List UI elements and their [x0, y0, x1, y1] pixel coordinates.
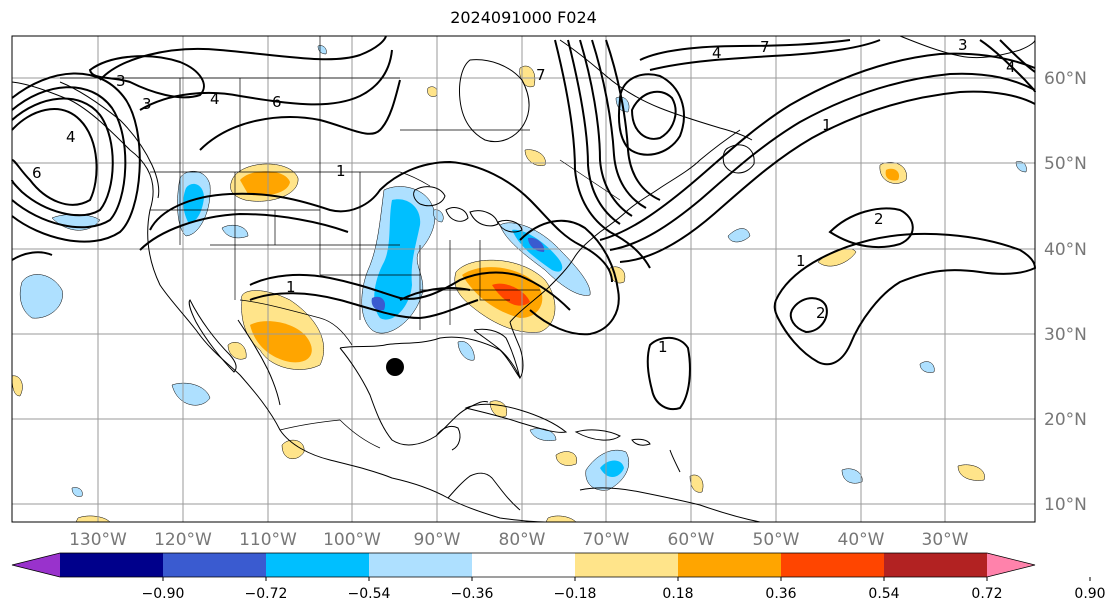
colorbar-tick-label: 0.36	[765, 586, 796, 602]
contour-label: 1	[286, 278, 296, 296]
colorbar-tick-label: 0.72	[971, 586, 1002, 602]
lat-label: 30°N	[1044, 325, 1087, 345]
colorbar-extend-max	[987, 553, 1035, 577]
colorbar-swatch	[678, 553, 782, 577]
contour-label: 1	[822, 116, 832, 134]
contour-label: 1	[796, 252, 806, 270]
colorbar-swatch	[575, 553, 679, 577]
latitude-labels: 60°N 50°N 40°N 30°N 20°N 10°N	[1044, 69, 1087, 515]
coastlines	[11, 35, 1036, 523]
lon-label: 80°W	[499, 530, 546, 550]
contour-label: 3	[958, 36, 968, 54]
lon-label: 70°W	[583, 530, 630, 550]
longitude-labels: 130°W 120°W 110°W 100°W 90°W 80°W 70°W 6…	[69, 530, 969, 550]
contours	[11, 35, 1037, 410]
colorbar: −0.90 −0.72 −0.54 −0.36 −0.18 0.18 0.36 0.54 0.7…	[11, 552, 1105, 602]
lon-label: 130°W	[69, 530, 127, 550]
lat-label: 60°N	[1044, 69, 1087, 89]
map-frame	[11, 35, 1036, 523]
colorbar-tick-label: 0.90	[1074, 586, 1105, 602]
contour-label: 4	[210, 90, 220, 108]
colorbar-tick-label: 0.54	[868, 586, 899, 602]
contour-label: 3	[116, 72, 126, 90]
colorbar-tick-label: −0.54	[348, 586, 391, 602]
contour-label: 2	[816, 304, 826, 322]
colorbar-extend-min	[12, 553, 60, 577]
colorbar-swatch	[163, 553, 267, 577]
map-title: 2024091000 F024	[450, 8, 597, 27]
colorbar-outline	[11, 552, 1036, 578]
lat-label: 50°N	[1044, 154, 1087, 174]
lon-label: 100°W	[323, 530, 381, 550]
lon-label: 90°W	[414, 530, 461, 550]
lat-label: 20°N	[1044, 410, 1087, 430]
contour-label: 2	[874, 210, 884, 228]
colorbar-swatch	[884, 553, 988, 577]
storm-center-marker	[386, 358, 404, 376]
contour-label: 6	[272, 93, 282, 111]
contour-label: 4	[712, 44, 722, 62]
colorbar-swatch	[266, 553, 370, 577]
contour-label: 7	[760, 38, 770, 56]
colorbar-swatch	[781, 553, 885, 577]
colorbar-tick-label: −0.90	[142, 586, 185, 602]
colorbar-tick-label: −0.72	[245, 586, 288, 602]
colorbar-tick-label: −0.18	[554, 586, 597, 602]
colorbar-tick-label: 0.18	[662, 586, 693, 602]
lon-label: 30°W	[922, 530, 969, 550]
lon-label: 40°W	[838, 530, 885, 550]
contour-label: 3	[142, 95, 152, 113]
contour-label: 7	[536, 66, 546, 84]
contour-label: 1	[658, 338, 668, 356]
lon-label: 110°W	[239, 530, 297, 550]
lon-label: 50°W	[753, 530, 800, 550]
colorbar-swatch	[369, 553, 473, 577]
lon-label: 120°W	[154, 530, 212, 550]
lon-label: 60°W	[668, 530, 715, 550]
colorbar-swatch	[60, 553, 164, 577]
contour-labels: 3 3 4 6 4 1 6 1 7 4 3 4 7 1 2 1 2 1	[32, 36, 1016, 356]
colorbar-swatch	[472, 553, 576, 577]
contour-label: 4	[66, 128, 76, 146]
lat-label: 40°N	[1044, 240, 1087, 260]
contour-label: 1	[336, 162, 346, 180]
contour-label: 6	[32, 164, 42, 182]
colorbar-tick-label: −0.36	[451, 586, 494, 602]
contour-label: 4	[1006, 58, 1016, 76]
lat-label: 10°N	[1044, 495, 1087, 515]
anomaly-fill	[11, 45, 1027, 523]
